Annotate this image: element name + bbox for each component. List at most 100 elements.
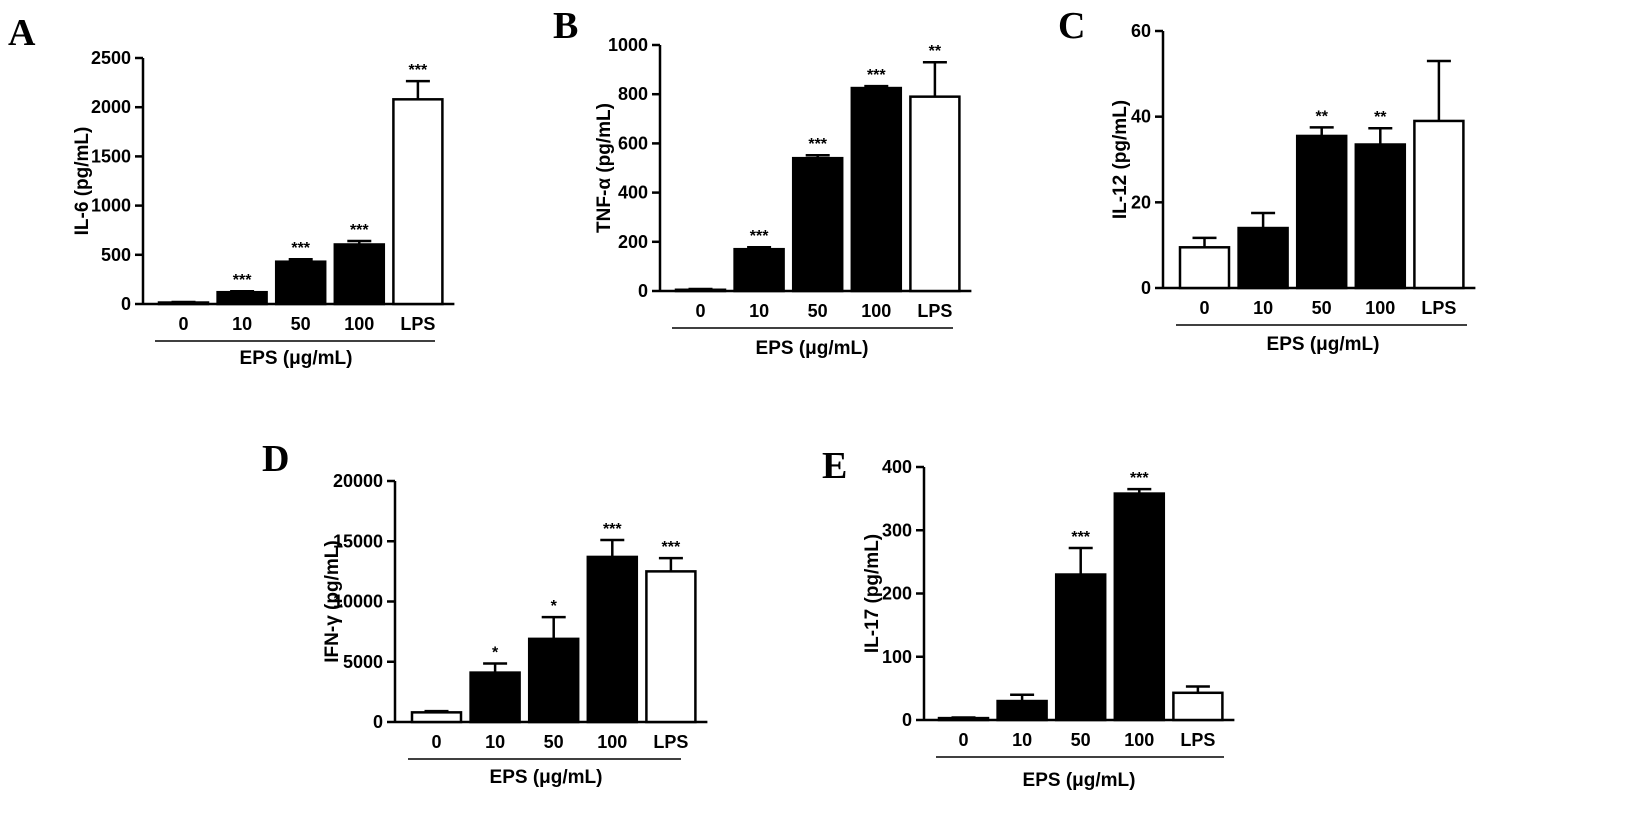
x-axis-title: EPS (μg/mL) (240, 348, 353, 369)
y-axis-title: IL-6 (pg/mL) (72, 127, 93, 236)
y-tick-label: 500 (101, 245, 131, 265)
bar-0 (1178, 246, 1231, 290)
significance-label: ** (929, 43, 942, 60)
significance-label: * (551, 598, 558, 615)
y-tick-label: 15000 (333, 531, 383, 551)
bar-lps (909, 95, 961, 293)
y-tick-label: 1500 (91, 146, 131, 166)
panel-letter: A (8, 12, 36, 54)
bar-50 (1054, 573, 1107, 722)
x-axis-title: EPS (μg/mL) (490, 767, 603, 788)
significance-label: *** (350, 222, 369, 239)
x-tick-label: 50 (808, 301, 828, 321)
bar-10 (1237, 226, 1289, 290)
significance-label: *** (409, 62, 428, 79)
bar-50 (527, 637, 580, 724)
chart-panel-e: E 0 100 200 300 400 IL-17 (pg/mL) 0 10 *** 50 *** 10… (822, 445, 1235, 791)
bar-50 (274, 260, 327, 306)
significance-label: ** (1315, 108, 1328, 125)
bar-100 (850, 86, 903, 293)
panel-letter: D (262, 438, 289, 480)
chart-panel-c: C 0 20 40 60 IL-12 (pg/mL) 0 10 ** 50 ** 100 LPS EPS … (1058, 5, 1476, 355)
bar-50 (1295, 134, 1348, 290)
significance-label: *** (291, 240, 310, 257)
x-tick-label: 50 (544, 732, 564, 752)
panel-letter: B (553, 5, 578, 47)
x-tick-label: 10 (485, 732, 505, 752)
x-tick-label: LPS (1180, 730, 1215, 750)
y-axis-title: IL-12 (pg/mL) (1110, 100, 1131, 219)
bar-lps (1172, 691, 1224, 722)
x-axis-title: EPS (μg/mL) (1023, 770, 1136, 791)
x-axis-title: EPS (μg/mL) (1267, 334, 1380, 355)
bar-10 (469, 671, 521, 724)
y-tick-label: 1000 (91, 196, 131, 216)
x-tick-label: 0 (431, 732, 441, 752)
x-axis-title: EPS (μg/mL) (756, 338, 869, 359)
bar-50 (791, 156, 844, 293)
x-tick-label: 50 (1071, 730, 1091, 750)
y-tick-label: 0 (1141, 278, 1151, 298)
y-tick-label: 200 (882, 584, 912, 604)
x-tick-label: 100 (1124, 730, 1154, 750)
y-tick-label: 200 (618, 232, 648, 252)
bar-100 (333, 243, 386, 306)
y-tick-label: 5000 (343, 652, 383, 672)
chart-panel-a: A 0 500 1000 1500 2000 2500 IL-6 (pg/mL) 0 *** 10 *… (8, 12, 455, 369)
y-tick-label: 10000 (333, 592, 383, 612)
panel-letter: E (822, 445, 847, 487)
significance-label: ** (1374, 109, 1387, 126)
y-axis-title: TNF-α (pg/mL) (594, 103, 615, 233)
x-tick-label: 50 (291, 314, 311, 334)
bar-lps (645, 570, 697, 724)
significance-label: *** (808, 136, 827, 153)
y-tick-label: 40 (1131, 107, 1151, 127)
x-tick-label: LPS (1421, 298, 1456, 318)
bar-100 (1113, 492, 1166, 722)
y-tick-label: 0 (121, 294, 131, 314)
y-tick-label: 800 (618, 84, 648, 104)
bar-100 (586, 555, 639, 724)
x-tick-label: LPS (653, 732, 688, 752)
bar-lps (1413, 119, 1465, 290)
y-tick-label: 400 (618, 183, 648, 203)
significance-label: *** (1071, 529, 1090, 546)
x-tick-label: 50 (1312, 298, 1332, 318)
x-tick-label: 10 (749, 301, 769, 321)
bar-100 (1354, 143, 1407, 290)
x-tick-label: 100 (861, 301, 891, 321)
bar-10 (996, 699, 1048, 722)
bar-10 (733, 247, 785, 293)
y-tick-label: 2500 (91, 48, 131, 68)
significance-label: * (492, 645, 499, 662)
bar-lps (392, 98, 444, 306)
bar-0 (410, 711, 463, 724)
bar-10 (216, 290, 268, 306)
x-tick-label: LPS (400, 314, 435, 334)
x-tick-label: 100 (1365, 298, 1395, 318)
y-tick-label: 300 (882, 520, 912, 540)
y-tick-label: 0 (902, 710, 912, 730)
y-tick-label: 600 (618, 133, 648, 153)
y-axis-title: IL-17 (pg/mL) (862, 534, 883, 653)
y-tick-label: 100 (882, 647, 912, 667)
significance-label: *** (233, 272, 252, 289)
y-tick-label: 1000 (608, 35, 648, 55)
x-tick-label: 100 (597, 732, 627, 752)
significance-label: *** (867, 67, 886, 84)
x-tick-label: 100 (344, 314, 374, 334)
y-tick-label: 20 (1131, 192, 1151, 212)
x-tick-label: 10 (1253, 298, 1273, 318)
significance-label: *** (662, 539, 681, 556)
x-tick-label: 0 (695, 301, 705, 321)
x-tick-label: LPS (917, 301, 952, 321)
x-tick-label: 0 (958, 730, 968, 750)
y-axis-title: IFN-γ (pg/mL) (322, 540, 343, 662)
chart-panel-d: D 0 5000 10000 15000 20000 IFN-γ (pg/mL) 0 * 10 * 5… (262, 438, 708, 788)
significance-label: *** (1130, 470, 1149, 487)
x-tick-label: 0 (1199, 298, 1209, 318)
panel-letter: C (1058, 5, 1085, 47)
x-tick-label: 10 (1012, 730, 1032, 750)
